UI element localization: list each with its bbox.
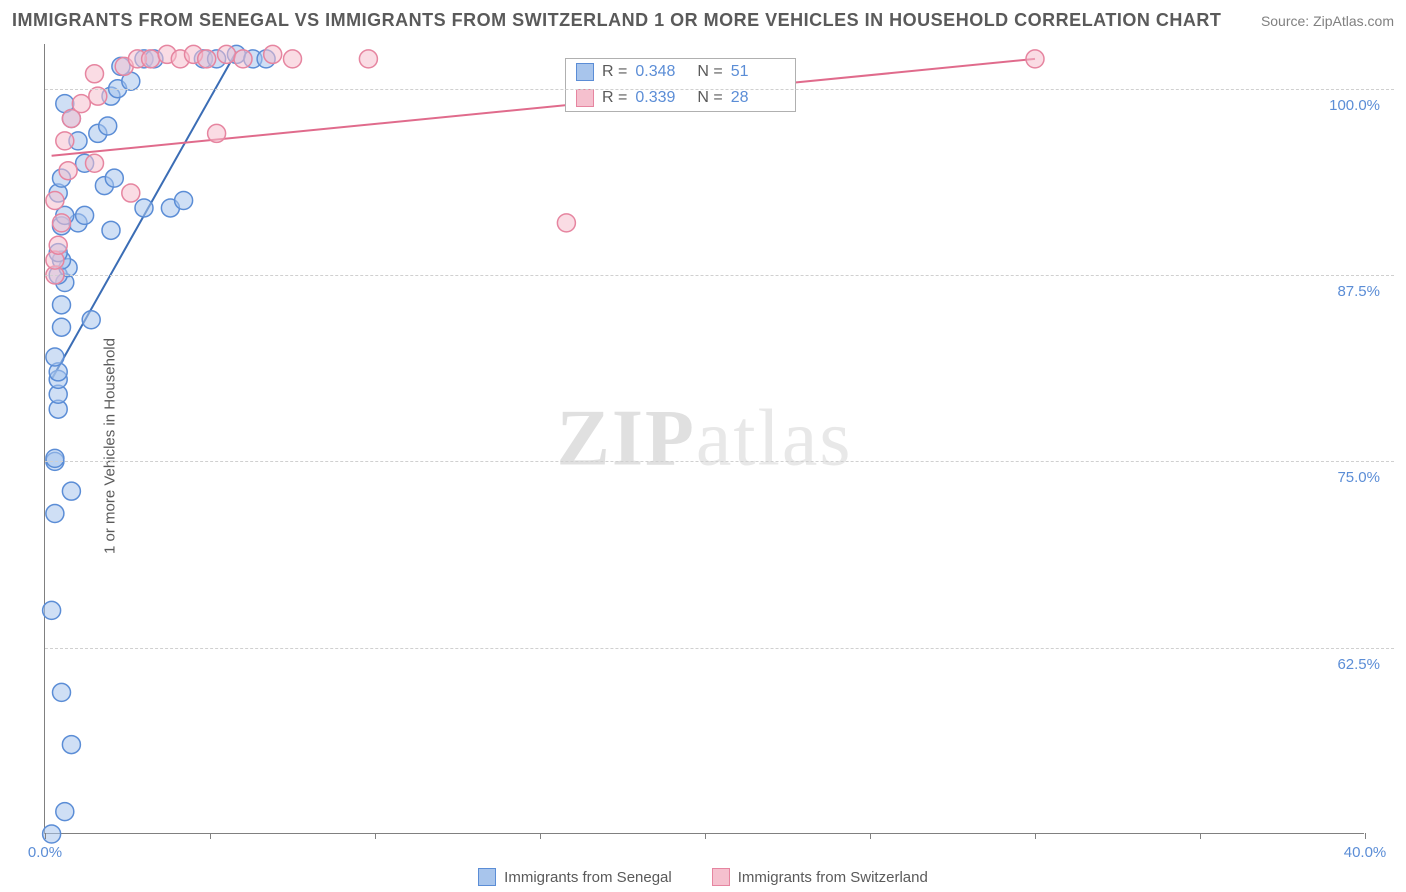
trend-line [52, 59, 1035, 156]
scatter-point [72, 95, 90, 113]
scatter-point [53, 318, 71, 336]
gridline-h [45, 89, 1394, 90]
x-tick [1035, 833, 1036, 839]
scatter-point [359, 50, 377, 68]
scatter-point [43, 601, 61, 619]
scatter-point [284, 50, 302, 68]
scatter-point [208, 124, 226, 142]
n-value: 51 [731, 63, 785, 81]
r-label: R = [602, 63, 627, 81]
plot-area: ZIPatlas R =0.348N =51R =0.339N =28 62.5… [44, 44, 1364, 834]
gridline-h [45, 648, 1394, 649]
scatter-point [62, 482, 80, 500]
gridline-h [45, 461, 1394, 462]
x-tick-label: 40.0% [1344, 844, 1387, 861]
y-tick-label: 87.5% [1333, 283, 1384, 300]
scatter-point [142, 50, 160, 68]
scatter-point [175, 192, 193, 210]
legend-label: Immigrants from Senegal [504, 869, 672, 886]
scatter-point [122, 184, 140, 202]
legend-swatch [576, 89, 594, 107]
scatter-point [62, 736, 80, 754]
legend-item: Immigrants from Senegal [478, 868, 672, 886]
bottom-legend: Immigrants from Senegal Immigrants from S… [0, 868, 1406, 886]
legend-swatch [478, 868, 496, 886]
scatter-point [76, 206, 94, 224]
legend-swatch [576, 63, 594, 81]
scatter-point [89, 87, 107, 105]
plot-svg [45, 44, 1364, 833]
r-label: R = [602, 89, 627, 107]
x-tick [45, 833, 46, 839]
title-bar: IMMIGRANTS FROM SENEGAL VS IMMIGRANTS FR… [12, 10, 1394, 31]
scatter-point [557, 214, 575, 232]
scatter-point [86, 65, 104, 83]
scatter-point [46, 505, 64, 523]
legend-item: Immigrants from Switzerland [712, 868, 928, 886]
legend-label: Immigrants from Switzerland [738, 869, 928, 886]
x-tick [375, 833, 376, 839]
scatter-point [99, 117, 117, 135]
r-value: 0.339 [635, 89, 689, 107]
gridline-h [45, 275, 1394, 276]
scatter-point [56, 132, 74, 150]
scatter-point [102, 221, 120, 239]
scatter-point [59, 162, 77, 180]
n-label: N = [697, 89, 722, 107]
scatter-point [135, 199, 153, 217]
scatter-point [82, 311, 100, 329]
x-tick [540, 833, 541, 839]
x-tick [870, 833, 871, 839]
n-value: 28 [731, 89, 785, 107]
scatter-point [53, 683, 71, 701]
source-label: Source: ZipAtlas.com [1261, 13, 1394, 29]
scatter-point [49, 236, 67, 254]
stats-row: R = 0.348 N = 51 [566, 59, 795, 85]
x-tick [1200, 833, 1201, 839]
scatter-point [218, 45, 236, 63]
y-tick-label: 62.5% [1333, 656, 1384, 673]
scatter-point [56, 803, 74, 821]
stats-box: R = 0.348 N = 51 R = 0.339 N = 28 [565, 58, 796, 112]
scatter-point [198, 50, 216, 68]
scatter-point [46, 348, 64, 366]
scatter-point [264, 45, 282, 63]
scatter-point [53, 214, 71, 232]
scatter-point [46, 449, 64, 467]
chart-title: IMMIGRANTS FROM SENEGAL VS IMMIGRANTS FR… [12, 10, 1221, 31]
scatter-point [46, 192, 64, 210]
scatter-point [1026, 50, 1044, 68]
r-value: 0.348 [635, 63, 689, 81]
x-tick [210, 833, 211, 839]
x-tick-label: 0.0% [28, 844, 62, 861]
x-tick [1365, 833, 1366, 839]
scatter-point [105, 169, 123, 187]
scatter-point [86, 154, 104, 172]
scatter-point [53, 296, 71, 314]
y-tick-label: 100.0% [1325, 97, 1384, 114]
scatter-point [234, 50, 252, 68]
legend-swatch [712, 868, 730, 886]
y-tick-label: 75.0% [1333, 469, 1384, 486]
x-tick [705, 833, 706, 839]
n-label: N = [697, 63, 722, 81]
